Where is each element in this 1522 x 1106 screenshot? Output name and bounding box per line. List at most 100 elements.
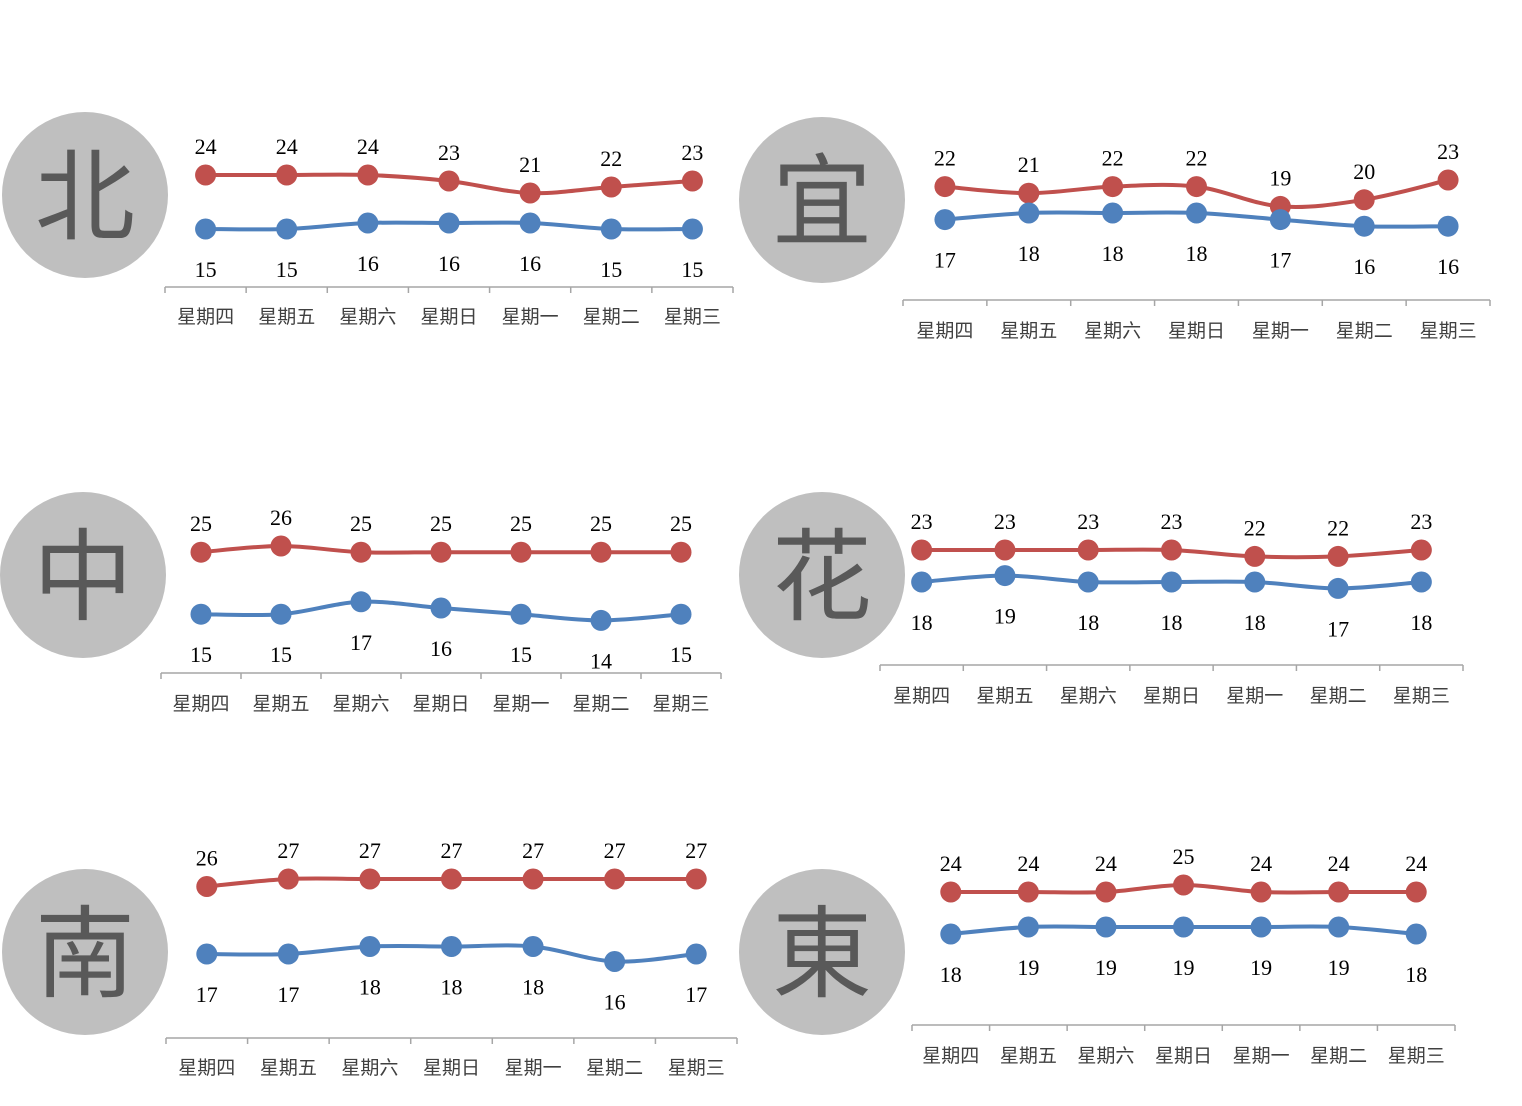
low-temp-label: 15	[190, 642, 212, 667]
high-temp-point	[600, 176, 622, 198]
low-temp-label: 15	[195, 257, 217, 282]
low-temp-point	[1161, 571, 1182, 593]
high-temp-point	[276, 164, 298, 186]
high-temp-label: 25	[190, 511, 212, 536]
low-temp-point	[1353, 215, 1375, 237]
tick-label: 星期二	[1310, 1045, 1367, 1067]
tick-label: 星期六	[332, 693, 389, 715]
low-temp-label: 14	[590, 648, 612, 673]
region-badge: 中	[0, 492, 166, 658]
tick-label: 星期一	[1226, 685, 1283, 707]
low-temp-point	[681, 218, 703, 240]
tick-label: 星期三	[664, 306, 721, 328]
tick-label: 星期日	[1168, 320, 1225, 342]
tick-label: 星期一	[1233, 1045, 1290, 1067]
high-temp-label: 22	[1186, 146, 1208, 171]
high-temp-point	[277, 868, 299, 890]
high-temp-point	[590, 541, 612, 563]
tick-label: 星期二	[1336, 320, 1393, 342]
tick-label: 星期三	[668, 1057, 725, 1079]
low-temp-label: 18	[940, 962, 962, 987]
low-temp-label: 17	[685, 982, 707, 1007]
low-temp-point	[1077, 571, 1099, 593]
tick-label: 星期六	[1060, 685, 1117, 707]
low-temp-point	[670, 603, 692, 625]
tick-label: 星期六	[341, 1057, 398, 1079]
low-temp-point	[685, 943, 707, 965]
high-temp-label: 23	[911, 509, 933, 534]
high-temp-point	[519, 182, 541, 204]
high-temp-label: 24	[1328, 851, 1350, 876]
tick-label: 星期日	[412, 693, 469, 715]
high-temp-label: 24	[940, 851, 962, 876]
high-temp-label: 23	[1077, 509, 1099, 534]
high-temp-point	[1018, 182, 1040, 204]
low-temp-point	[519, 212, 541, 234]
low-temp-label: 19	[1173, 955, 1195, 980]
high-temp-point	[359, 868, 381, 890]
high-temp-label: 25	[430, 511, 452, 536]
tick-label: 星期四	[893, 685, 950, 707]
low-temp-label: 18	[1018, 241, 1040, 266]
low-temp-label: 15	[681, 257, 703, 282]
high-temp-label: 24	[195, 134, 217, 159]
high-temp-point	[994, 539, 1016, 561]
low-temp-label: 16	[519, 251, 541, 276]
tick-label: 星期二	[1310, 685, 1367, 707]
tick-label: 星期四	[178, 1057, 235, 1079]
high-temp-label: 22	[600, 146, 622, 171]
tick-label: 星期二	[583, 306, 640, 328]
high-temp-point	[1405, 881, 1427, 903]
tick-label: 星期五	[1000, 320, 1057, 342]
low-temp-label: 17	[934, 248, 956, 273]
high-temp-point	[195, 164, 217, 186]
high-temp-label: 27	[441, 838, 463, 863]
low-temp-point	[590, 609, 612, 631]
tick-label: 星期日	[420, 306, 477, 328]
low-temp-label: 19	[1017, 955, 1039, 980]
high-temp-point	[940, 881, 962, 903]
low-temp-label: 18	[911, 610, 933, 635]
low-temp-label: 16	[604, 990, 626, 1015]
high-temp-point	[1077, 539, 1099, 561]
low-temp-point	[522, 936, 544, 957]
high-temp-label: 22	[934, 146, 956, 171]
high-temp-point	[357, 164, 379, 186]
low-temp-point	[934, 209, 956, 231]
low-temp-point	[359, 936, 381, 957]
tick-label: 星期二	[586, 1057, 643, 1079]
high-temp-label: 21	[1018, 152, 1040, 177]
low-temp-label: 18	[1244, 610, 1266, 635]
low-temp-point	[438, 212, 460, 234]
low-temp-point	[940, 923, 962, 945]
high-temp-label: 23	[1410, 509, 1432, 534]
high-temp-point	[1410, 539, 1432, 561]
high-temp-point	[1186, 176, 1207, 198]
high-temp-label: 25	[350, 511, 372, 536]
low-temp-label: 18	[1161, 610, 1183, 635]
tick-label: 星期六	[1084, 320, 1141, 342]
high-temp-point	[1437, 169, 1459, 191]
low-temp-point	[1095, 916, 1117, 938]
tick-label: 星期四	[172, 693, 229, 715]
tick-label: 星期三	[1388, 1045, 1445, 1067]
low-temp-label: 18	[1102, 241, 1124, 266]
tick-label: 星期五	[252, 693, 309, 715]
low-temp-label: 18	[1405, 962, 1427, 987]
high-temp-label: 27	[522, 838, 544, 863]
low-temp-point	[1186, 202, 1207, 224]
tick-label: 星期六	[1077, 1045, 1134, 1067]
low-temp-point	[195, 218, 217, 240]
low-temp-point	[1018, 202, 1040, 224]
low-temp-point	[430, 597, 452, 619]
high-temp-label: 23	[681, 140, 703, 165]
high-temp-label: 27	[359, 838, 381, 863]
low-temp-label: 18	[359, 975, 381, 1000]
high-temp-point	[1161, 539, 1182, 561]
tick-label: 星期一	[505, 1057, 562, 1079]
high-temp-point	[1017, 881, 1039, 903]
tick-label: 星期四	[177, 306, 234, 328]
tick-label: 星期五	[258, 306, 315, 328]
high-temp-point	[670, 541, 692, 563]
